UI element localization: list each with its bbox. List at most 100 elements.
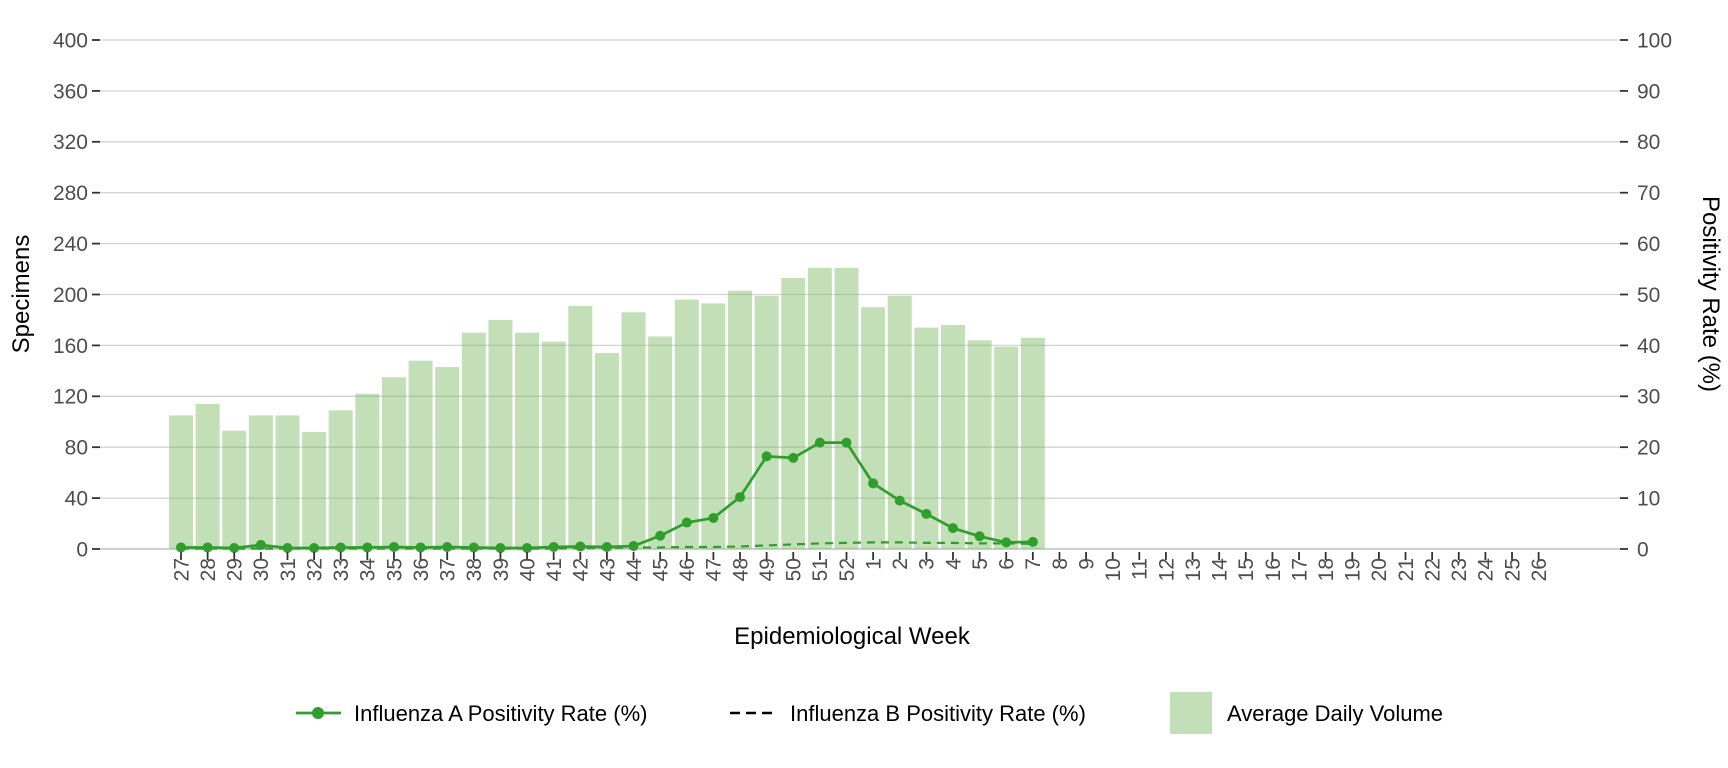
right-axis-tick-label: 30 — [1637, 386, 1660, 409]
x-axis-tick-label-week-36: 36 — [410, 558, 433, 581]
x-axis-tick-label-week-51: 51 — [809, 558, 832, 581]
x-axis-tick-label-week-7: 7 — [1022, 558, 1045, 570]
influenza-a-key-dot-icon — [312, 707, 324, 719]
volume-bar-week-40 — [515, 332, 540, 549]
x-axis-tick-label-week-44: 44 — [623, 558, 646, 582]
influenza-a-point-week-43 — [601, 541, 612, 552]
x-axis-tick-label-week-47: 47 — [703, 558, 726, 581]
x-axis-tick-label-week-43: 43 — [596, 558, 619, 581]
left-axis-tick-label: 360 — [53, 80, 88, 103]
left-axis-tick-label: 120 — [53, 386, 88, 409]
x-axis-tick-label-week-11: 11 — [1129, 558, 1152, 580]
influenza-a-point-week-44 — [628, 540, 639, 551]
x-axis-tick-label-week-3: 3 — [916, 558, 939, 570]
influenza-a-point-week-50 — [788, 452, 799, 463]
influenza-a-point-week-1 — [868, 478, 879, 489]
x-axis-tick-label-week-4: 4 — [942, 558, 965, 570]
x-axis-tick-label-week-48: 48 — [729, 558, 752, 581]
x-axis-tick-label-week-42: 42 — [570, 558, 593, 581]
right-axis-tick-label: 50 — [1637, 284, 1660, 307]
influenza-a-point-week-45 — [655, 530, 666, 541]
gridlines — [100, 39, 1620, 551]
influenza-a-point-week-37 — [442, 541, 453, 552]
left-axis-tick-label: 0 — [76, 538, 88, 561]
volume-bar-week-42 — [568, 305, 593, 549]
x-axis-tick-label-week-26: 26 — [1528, 558, 1551, 581]
influenza-a-point-week-36 — [415, 542, 426, 553]
volume-bar-week-30 — [248, 415, 273, 549]
volume-bar-week-47 — [701, 303, 726, 549]
volume-bar-week-28 — [195, 403, 220, 549]
x-axis-tick-label-week-35: 35 — [383, 558, 406, 581]
volume-bar-week-7 — [1020, 337, 1045, 549]
influenza-a-point-week-46 — [681, 517, 692, 528]
volume-bar-week-5 — [967, 340, 992, 549]
volume-bar-week-48 — [728, 290, 753, 549]
x-axis-tick-label-week-49: 49 — [756, 558, 779, 581]
left-axis-tick-label: 160 — [53, 335, 88, 358]
x-axis-tick-label-week-37: 37 — [437, 558, 460, 581]
influenza-a-point-week-27 — [176, 542, 186, 553]
x-axis-tick-label-week-46: 46 — [676, 558, 699, 581]
x-axis-tick-label-week-22: 22 — [1421, 558, 1444, 581]
volume-bar-week-44 — [621, 312, 646, 549]
x-axis-tick-label-week-31: 31 — [277, 558, 300, 581]
influenza-a-point-week-38 — [468, 542, 479, 553]
right-axis-tick-label: 70 — [1637, 182, 1660, 205]
volume-bar-week-34 — [355, 393, 380, 549]
influenza-a-point-week-47 — [708, 512, 719, 523]
volume-bar-week-52 — [834, 267, 859, 549]
x-axis-tick-label-week-5: 5 — [969, 558, 992, 570]
x-axis-tick-label-week-20: 20 — [1368, 558, 1391, 581]
volume-bar-week-37 — [435, 367, 460, 549]
x-axis-tick-label-week-17: 17 — [1288, 558, 1311, 581]
x-axis-tick-label-week-1: 1 — [862, 558, 885, 570]
volume-bar-week-29 — [222, 430, 247, 549]
x-axis-tick-label-week-41: 41 — [543, 558, 566, 581]
right-axis-tick-label: 90 — [1637, 80, 1660, 103]
left-axis-title: Specimens — [8, 235, 35, 354]
x-axis-tick-label-week-34: 34 — [357, 558, 380, 582]
right-axis-tick-label: 100 — [1637, 29, 1672, 52]
left-axis-tick-label: 400 — [53, 29, 88, 52]
x-axis-tick-label-week-9: 9 — [1075, 558, 1098, 570]
volume-bar-week-27 — [169, 415, 193, 549]
influenza-a-point-week-49 — [761, 451, 772, 462]
left-axis-tick-label: 320 — [53, 131, 88, 154]
legend-item-influenza-b: Influenza B Positivity Rate (%) — [730, 701, 1086, 726]
x-axis-tick-label-week-12: 12 — [1155, 558, 1178, 581]
legend-label-influenza-b: Influenza B Positivity Rate (%) — [790, 701, 1086, 726]
volume-bar-week-49 — [754, 295, 779, 549]
influenza-a-point-week-41 — [548, 541, 559, 552]
x-axis-tick-label-week-28: 28 — [197, 558, 220, 581]
volume-bar-week-39 — [488, 319, 513, 549]
influenza-a-point-week-39 — [495, 542, 506, 553]
x-axis-tick-label-week-13: 13 — [1182, 558, 1205, 581]
volume-bar-week-41 — [541, 341, 566, 549]
x-axis-tick-label-week-8: 8 — [1049, 558, 1072, 570]
influenza-a-point-week-40 — [522, 542, 533, 553]
left-axis-tick-label: 280 — [53, 182, 88, 205]
volume-bar-week-31 — [275, 415, 300, 549]
influenza-a-point-week-7 — [1027, 536, 1038, 547]
influenza-a-point-week-30 — [255, 539, 266, 550]
left-axis-tick-label: 200 — [53, 284, 88, 307]
x-axis-tick-label-week-18: 18 — [1315, 558, 1338, 581]
left-axis-tick-label: 40 — [65, 487, 88, 510]
influenza-a-point-week-34 — [362, 542, 373, 553]
x-axis-tick-label-week-32: 32 — [303, 558, 326, 581]
volume-bar-week-33 — [328, 410, 353, 549]
legend: Influenza A Positivity Rate (%) Influenz… — [296, 692, 1443, 734]
legend-label-influenza-a: Influenza A Positivity Rate (%) — [354, 701, 647, 726]
volume-bar-week-36 — [408, 360, 433, 549]
x-axis-tick-label-week-50: 50 — [783, 558, 806, 581]
x-axis-tick-label-week-40: 40 — [516, 558, 539, 581]
volume-bar-week-4 — [940, 325, 965, 549]
volume-bar-week-2 — [887, 295, 912, 549]
x-axis-tick-label-week-39: 39 — [490, 558, 513, 581]
x-axis-tick-label-week-30: 30 — [250, 558, 273, 581]
influenza-a-point-week-5 — [974, 531, 985, 542]
influenza-a-point-week-51 — [814, 437, 825, 448]
